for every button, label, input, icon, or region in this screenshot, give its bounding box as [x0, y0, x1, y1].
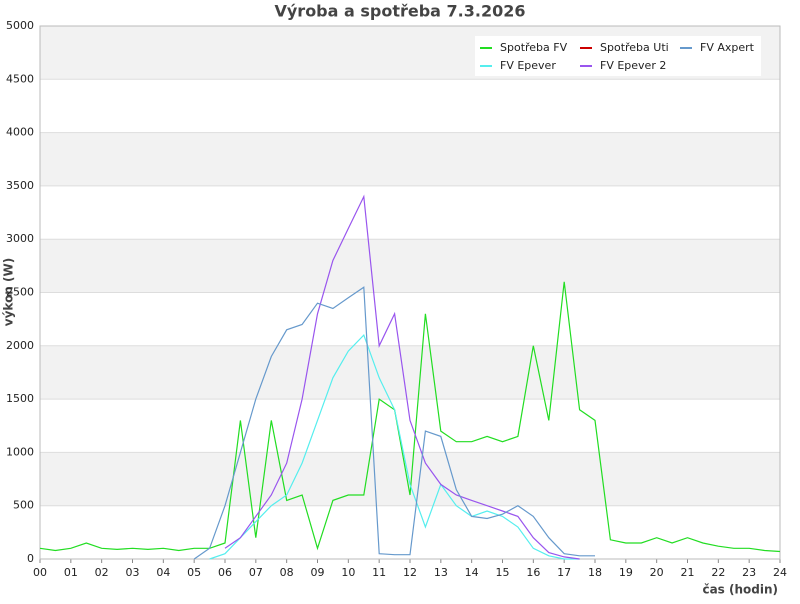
x-tick-label: 17: [557, 566, 571, 579]
y-tick-label: 3000: [6, 232, 34, 245]
x-tick-label: 08: [280, 566, 294, 579]
x-tick-label: 13: [434, 566, 448, 579]
x-tick-label: 11: [372, 566, 386, 579]
x-tick-label: 09: [311, 566, 325, 579]
grid-band: [40, 239, 780, 293]
y-tick-label: 500: [13, 499, 34, 512]
legend-label: Spotřeba Uti: [600, 41, 669, 54]
y-tick-label: 2000: [6, 339, 34, 352]
series-line: [39, 281, 781, 553]
legend-label: FV Epever: [500, 59, 556, 72]
x-tick-label: 00: [33, 566, 47, 579]
grid-band: [40, 132, 780, 186]
x-tick-label: 12: [403, 566, 417, 579]
legend-label: Spotřeba FV: [500, 41, 568, 54]
x-tick-label: 10: [341, 566, 355, 579]
x-tick-label: 05: [187, 566, 201, 579]
x-tick-label: 19: [619, 566, 633, 579]
legend-box: [475, 36, 761, 76]
x-tick-label: 04: [156, 566, 170, 579]
x-tick-label: 20: [650, 566, 664, 579]
series-line: [209, 333, 580, 560]
grid-band: [40, 452, 780, 506]
plot-frame: [39, 25, 781, 560]
x-tick-label: 15: [496, 566, 510, 579]
y-tick-label: 4000: [6, 126, 34, 139]
grid-band: [40, 345, 780, 400]
x-tick-label: 14: [465, 566, 479, 579]
x-tick-label: 21: [681, 566, 695, 579]
y-tick-label: 5000: [6, 19, 34, 32]
chart-title: Výroba a spotřeba 7.3.2026: [274, 2, 525, 21]
y-axis-label: výkon (W): [2, 258, 16, 326]
x-tick-label: 01: [64, 566, 78, 579]
legend-label: FV Axpert: [700, 41, 755, 54]
y-tick-label: 4500: [6, 72, 34, 85]
y-tick-label: 0: [27, 552, 34, 565]
x-tick-label: 23: [742, 566, 756, 579]
x-tick-label: 07: [249, 566, 263, 579]
series-line: [224, 194, 580, 560]
x-tick-label: 02: [95, 566, 109, 579]
x-tick-label: 22: [711, 566, 725, 579]
series-line: [193, 286, 595, 560]
y-tick-label: 3500: [6, 179, 34, 192]
y-tick-label: 1000: [6, 445, 34, 458]
x-tick-label: 03: [126, 566, 140, 579]
x-tick-label: 16: [526, 566, 540, 579]
x-tick-label: 24: [773, 566, 787, 579]
x-tick-label: 18: [588, 566, 602, 579]
y-tick-label: 2500: [6, 286, 34, 299]
y-tick-label: 1500: [6, 392, 34, 405]
x-axis-label: čas (hodin): [702, 583, 778, 597]
legend-label: FV Epever 2: [600, 59, 666, 72]
x-tick-label: 06: [218, 566, 232, 579]
